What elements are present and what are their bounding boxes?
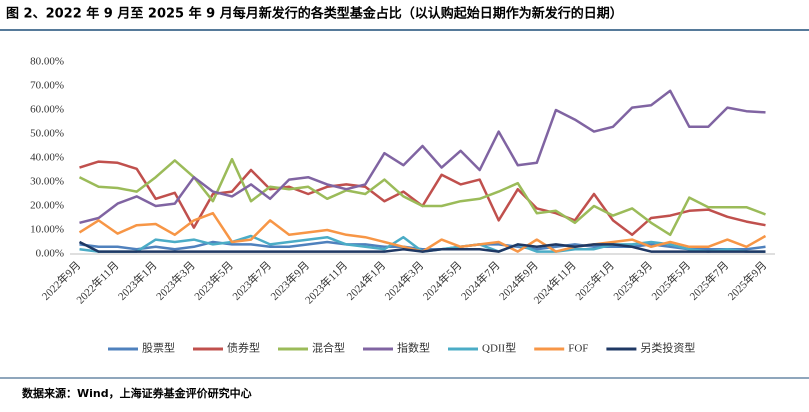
x-tick-label: 2025年7月 [686,258,731,303]
y-tick-label: 50.00% [30,128,64,140]
legend-label: QDII型 [482,341,516,355]
x-tick-label: 2025年9月 [724,258,769,303]
legend-label: 股票型 [142,341,175,355]
y-tick-label: 0.00% [36,248,64,260]
series-line [78,240,766,253]
legend-label: 混合型 [312,341,345,355]
series-line [79,89,766,225]
legend-label: 债券型 [227,341,260,355]
y-tick-label: 80.00% [30,56,64,68]
legend-label: FOF [568,343,588,355]
x-tick-label: 2025年1月 [572,258,617,303]
series-line [79,240,766,251]
x-tick-label: 2023年1月 [115,258,160,303]
chart-title: 图 2、2022 年 9 月至 2025 年 9 月每月新发行的各类型基金占比（… [6,6,623,22]
legend-label: 指数型 [397,341,430,355]
y-tick-label: 70.00% [30,80,64,92]
series-line [79,160,766,237]
x-tick-label: 2025年3月 [610,258,655,303]
x-tick-label: 2025年5月 [648,258,693,303]
y-tick-label: 60.00% [30,104,64,116]
y-tick-label: 40.00% [30,152,64,164]
x-tick-label: 2024年3月 [382,258,427,303]
source: 数据来源：Wind，上海证券基金评价研究中心 [22,386,252,400]
series-line [78,157,766,237]
x-tick-label: 2023年5月 [191,258,236,303]
y-tick-label: 10.00% [30,224,64,236]
x-tick-label: 2024年1月 [343,258,388,303]
legend-label: 另类投资型 [640,341,695,355]
y-tick-label: 30.00% [30,176,64,188]
x-tick-label: 2023年7月 [229,258,274,303]
x-tick-label: 2024年5月 [420,258,465,303]
x-tick-label: 2024年7月 [458,258,503,303]
x-tick-label: 2023年3月 [153,258,198,303]
y-tick-label: 20.00% [30,200,64,212]
